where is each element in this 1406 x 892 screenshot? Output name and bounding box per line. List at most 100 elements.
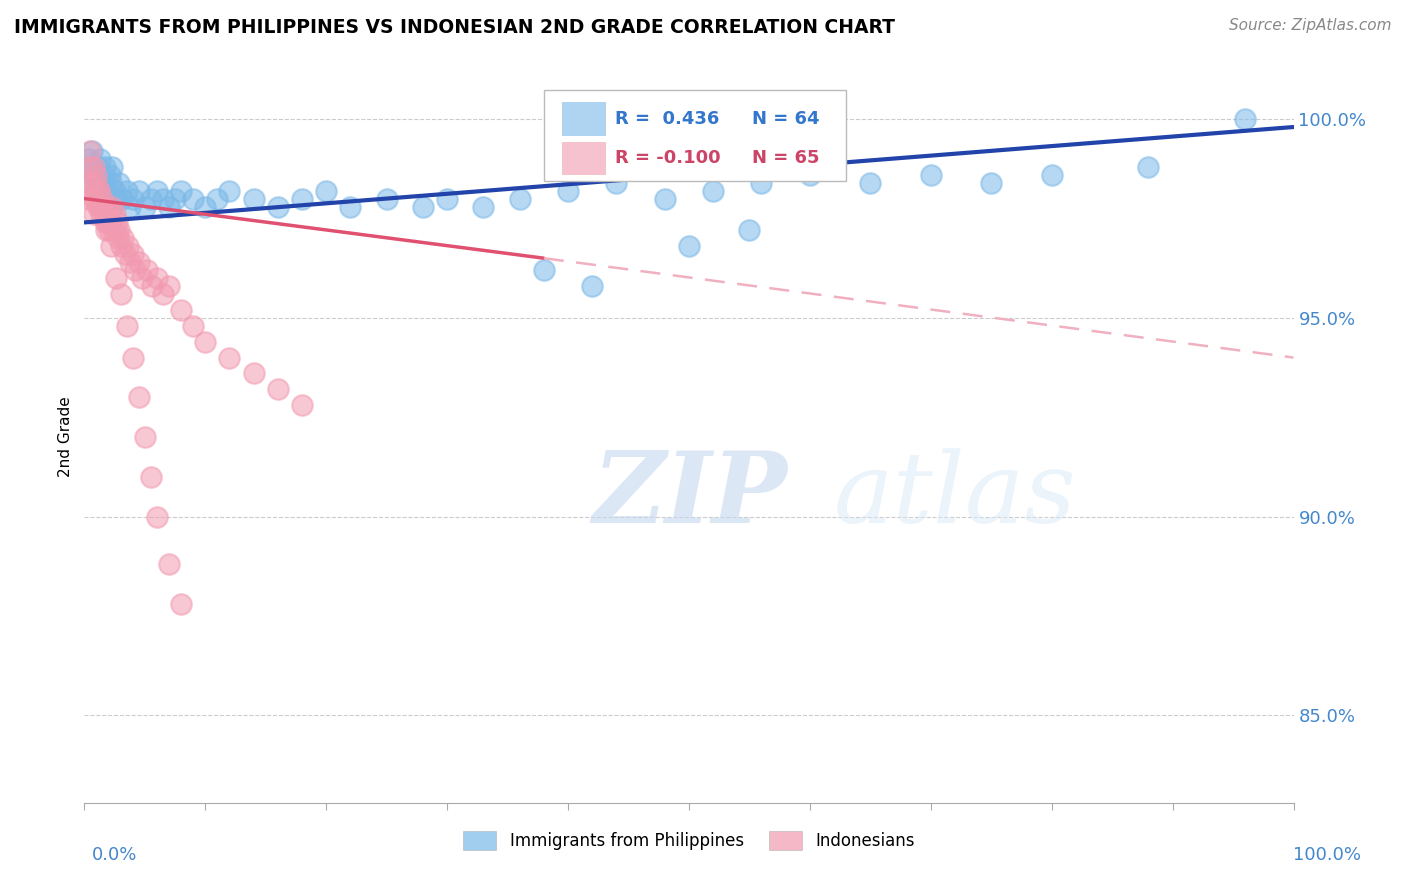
Point bbox=[146, 509, 169, 524]
Point bbox=[87, 184, 110, 198]
Point bbox=[194, 334, 217, 349]
Point bbox=[104, 223, 127, 237]
Point bbox=[94, 200, 117, 214]
Point bbox=[170, 184, 193, 198]
Point bbox=[141, 279, 163, 293]
Point bbox=[557, 184, 579, 198]
Point bbox=[117, 239, 139, 253]
Point bbox=[139, 192, 162, 206]
Point bbox=[218, 351, 240, 365]
Point bbox=[157, 279, 180, 293]
Point bbox=[605, 176, 627, 190]
Point bbox=[97, 223, 120, 237]
Point bbox=[472, 200, 495, 214]
Point bbox=[738, 223, 761, 237]
Point bbox=[157, 558, 180, 572]
Point bbox=[242, 192, 264, 206]
Point bbox=[94, 176, 117, 190]
Point bbox=[218, 184, 240, 198]
Point bbox=[77, 192, 100, 206]
Point bbox=[509, 192, 531, 206]
Point bbox=[181, 192, 204, 206]
Point bbox=[799, 168, 821, 182]
Point bbox=[291, 192, 314, 206]
Point bbox=[120, 200, 142, 214]
Point bbox=[104, 184, 127, 198]
Point bbox=[1234, 112, 1257, 126]
Point bbox=[90, 207, 112, 221]
Point bbox=[112, 231, 135, 245]
Point bbox=[111, 192, 134, 206]
Point bbox=[80, 176, 103, 190]
Point bbox=[100, 215, 122, 229]
Point bbox=[110, 287, 132, 301]
Point bbox=[181, 318, 204, 333]
Point bbox=[115, 184, 138, 198]
Point bbox=[108, 176, 131, 190]
Point bbox=[1137, 160, 1160, 174]
Y-axis label: 2nd Grade: 2nd Grade bbox=[58, 397, 73, 477]
Point bbox=[91, 192, 114, 206]
Point bbox=[115, 318, 138, 333]
Point bbox=[98, 207, 121, 221]
Point bbox=[94, 160, 117, 174]
FancyBboxPatch shape bbox=[544, 90, 846, 181]
Text: 0.0%: 0.0% bbox=[91, 846, 136, 863]
Point bbox=[86, 160, 108, 174]
Point bbox=[87, 184, 110, 198]
Point bbox=[87, 168, 110, 182]
Point bbox=[654, 192, 676, 206]
Point bbox=[121, 247, 143, 261]
Point bbox=[86, 176, 108, 190]
Point bbox=[86, 200, 108, 214]
Point bbox=[375, 192, 398, 206]
Text: ZIP: ZIP bbox=[592, 448, 787, 544]
Point bbox=[128, 184, 150, 198]
Point bbox=[980, 176, 1002, 190]
Point bbox=[339, 200, 361, 214]
Point bbox=[96, 215, 118, 229]
Point bbox=[103, 223, 125, 237]
Point bbox=[165, 192, 187, 206]
Text: IMMIGRANTS FROM PHILIPPINES VS INDONESIAN 2ND GRADE CORRELATION CHART: IMMIGRANTS FROM PHILIPPINES VS INDONESIA… bbox=[14, 18, 896, 37]
Point bbox=[107, 231, 129, 245]
Text: atlas: atlas bbox=[834, 448, 1077, 543]
Point bbox=[89, 200, 111, 214]
Point bbox=[121, 351, 143, 365]
Point bbox=[157, 200, 180, 214]
Point bbox=[131, 271, 153, 285]
Point bbox=[128, 390, 150, 404]
Point bbox=[194, 200, 217, 214]
Point bbox=[291, 398, 314, 412]
Point bbox=[751, 176, 773, 190]
Point bbox=[79, 160, 101, 174]
Point bbox=[77, 152, 100, 166]
Point bbox=[108, 223, 131, 237]
Point bbox=[104, 271, 127, 285]
Point bbox=[84, 176, 107, 190]
Point bbox=[86, 168, 108, 182]
Point bbox=[105, 215, 128, 229]
Point bbox=[139, 470, 162, 484]
Point bbox=[146, 271, 169, 285]
Point bbox=[110, 239, 132, 253]
Point bbox=[100, 176, 122, 190]
Text: N = 65: N = 65 bbox=[752, 149, 820, 168]
Legend: Immigrants from Philippines, Indonesians: Immigrants from Philippines, Indonesians bbox=[457, 824, 921, 856]
Point bbox=[101, 200, 124, 214]
Point bbox=[207, 192, 229, 206]
Point bbox=[128, 255, 150, 269]
Point bbox=[104, 207, 127, 221]
Point bbox=[93, 207, 115, 221]
Point bbox=[267, 383, 290, 397]
Point bbox=[91, 184, 114, 198]
Point bbox=[152, 192, 174, 206]
Point bbox=[124, 263, 146, 277]
Point bbox=[91, 200, 114, 214]
Point bbox=[94, 223, 117, 237]
Text: R =  0.436: R = 0.436 bbox=[616, 110, 720, 128]
Point bbox=[267, 200, 290, 214]
Point bbox=[86, 184, 108, 198]
Point bbox=[121, 192, 143, 206]
Point bbox=[80, 144, 103, 158]
